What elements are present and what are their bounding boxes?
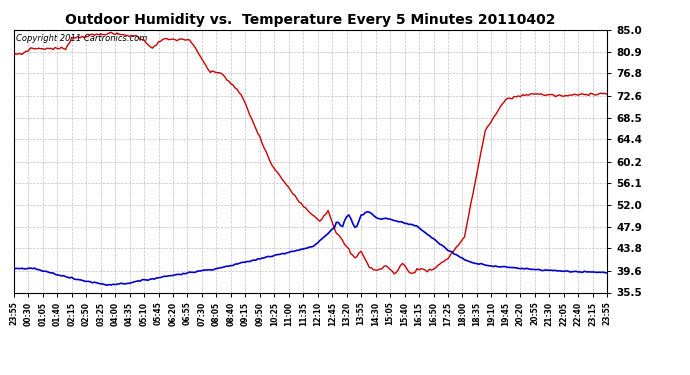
Title: Outdoor Humidity vs.  Temperature Every 5 Minutes 20110402: Outdoor Humidity vs. Temperature Every 5…	[66, 13, 555, 27]
Text: Copyright 2011 Cartronics.com: Copyright 2011 Cartronics.com	[16, 34, 147, 43]
